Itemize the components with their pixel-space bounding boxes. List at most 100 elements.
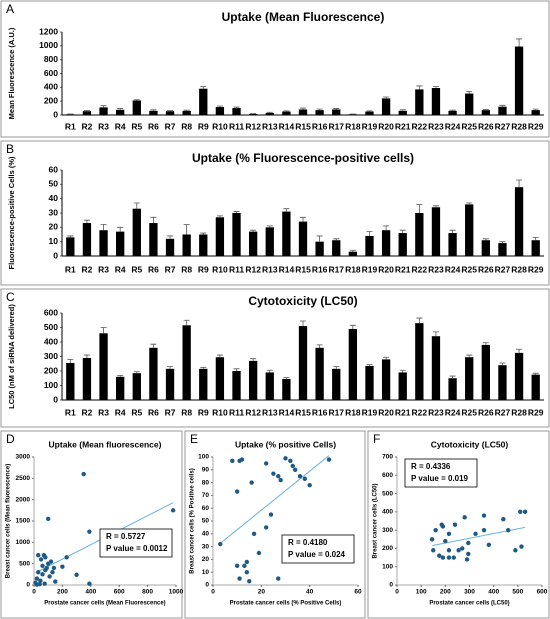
x-tick-label: R16: [312, 121, 328, 131]
point: [34, 576, 40, 581]
point: [87, 529, 92, 534]
error-bar: [399, 109, 406, 111]
panel-frame: [0, 0, 550, 138]
point: [46, 516, 51, 522]
x-tick-label: R8: [181, 407, 192, 417]
y-tick-label: 50: [202, 518, 210, 525]
error-bar: [117, 108, 124, 110]
point: [505, 527, 511, 533]
x-tick-label: 0: [395, 589, 399, 596]
x-tick-label: R7: [165, 264, 176, 274]
y-tick-label: 10: [202, 569, 210, 576]
y-tick-label: 600: [44, 68, 58, 78]
bar: [514, 352, 524, 400]
point: [36, 552, 41, 558]
y-tick-label: 100: [382, 563, 393, 570]
x-tick-label: R19: [362, 121, 378, 131]
annotation: R = 0.4336: [411, 462, 451, 471]
bar: [215, 107, 225, 115]
bar: [82, 223, 92, 256]
x-tick-label: R18: [345, 264, 361, 274]
y-tick-label: 700: [382, 454, 393, 461]
point: [251, 531, 257, 536]
bar: [298, 109, 308, 115]
bar: [431, 207, 441, 256]
point: [218, 541, 223, 547]
x-tick-label: R7: [165, 121, 176, 131]
y-tick-label: 30: [49, 207, 59, 217]
point: [242, 563, 247, 568]
bar: [315, 110, 324, 115]
point: [256, 550, 262, 556]
error-bar: [532, 108, 539, 111]
bar: [348, 251, 358, 256]
error-bar: [532, 236, 539, 241]
bar: [465, 204, 474, 256]
bar: [431, 336, 441, 400]
x-tick-label: R4: [115, 121, 126, 131]
y-axis-title: Mean Fluorescence (A.U.): [7, 27, 16, 119]
x-tick-label: R23: [428, 121, 444, 131]
x-tick-label: R2: [81, 264, 92, 274]
y-tick-label: 20: [202, 556, 210, 563]
error-bar: [333, 238, 340, 241]
y-tick-label: 3000: [16, 454, 31, 461]
y-tick-label: 0: [389, 582, 393, 589]
x-tick-label: R22: [412, 407, 428, 417]
x-tick-label: R15: [295, 264, 311, 274]
bar: [265, 227, 274, 256]
error-bar: [482, 238, 489, 241]
x-tick-label: 600: [537, 589, 548, 596]
error-bar: [266, 111, 273, 113]
y-tick-label: 0: [53, 394, 58, 404]
y-tick-label: 70: [202, 492, 210, 499]
error-bar: [233, 368, 240, 371]
point: [249, 480, 254, 485]
bar: [282, 211, 291, 256]
error-bar: [233, 211, 240, 213]
x-tick-label: R25: [461, 121, 477, 131]
point: [234, 563, 240, 568]
point: [466, 551, 471, 557]
x-tick-label: R7: [165, 407, 176, 417]
error-bar: [366, 110, 373, 112]
error-bar: [316, 108, 323, 111]
bar: [66, 363, 75, 400]
x-tick-label: R10: [212, 407, 228, 417]
point: [40, 563, 45, 568]
x-tick-label: R3: [98, 407, 109, 417]
point: [43, 555, 48, 560]
bar: [398, 233, 407, 256]
y-tick-label: 0: [53, 250, 58, 260]
y-tick-label: 0: [205, 582, 209, 589]
error-bar: [499, 362, 506, 366]
error-bar: [183, 109, 190, 111]
bar: [265, 112, 274, 115]
point: [288, 458, 293, 464]
point: [237, 576, 242, 581]
x-axis-title: Prostate cancer cells (Mean Fluorescence…: [44, 601, 165, 607]
error-bar: [416, 204, 423, 213]
x-tick-label: R23: [428, 264, 444, 274]
bar: [448, 233, 457, 256]
bar: [82, 357, 92, 400]
bar: [232, 371, 241, 400]
y-tick-label: 300: [382, 527, 393, 534]
point: [53, 579, 58, 584]
y-tick-label: 200: [44, 95, 58, 105]
point: [460, 546, 465, 551]
error-bar: [300, 107, 306, 110]
bar: [531, 110, 540, 115]
x-tick-label: R20: [378, 407, 394, 417]
error-bar: [432, 86, 439, 89]
y-tick-label: 50: [49, 179, 59, 189]
bar: [365, 365, 374, 400]
error-bar: [416, 317, 423, 324]
bar: [381, 98, 391, 115]
x-tick-label: R20: [378, 264, 394, 274]
x-tick-label: R27: [495, 264, 511, 274]
bar: [481, 344, 490, 400]
point: [513, 548, 518, 553]
y-tick-label: 10: [49, 236, 59, 246]
y-axis-title: Fluorescence-positive Cells (%): [7, 156, 16, 269]
